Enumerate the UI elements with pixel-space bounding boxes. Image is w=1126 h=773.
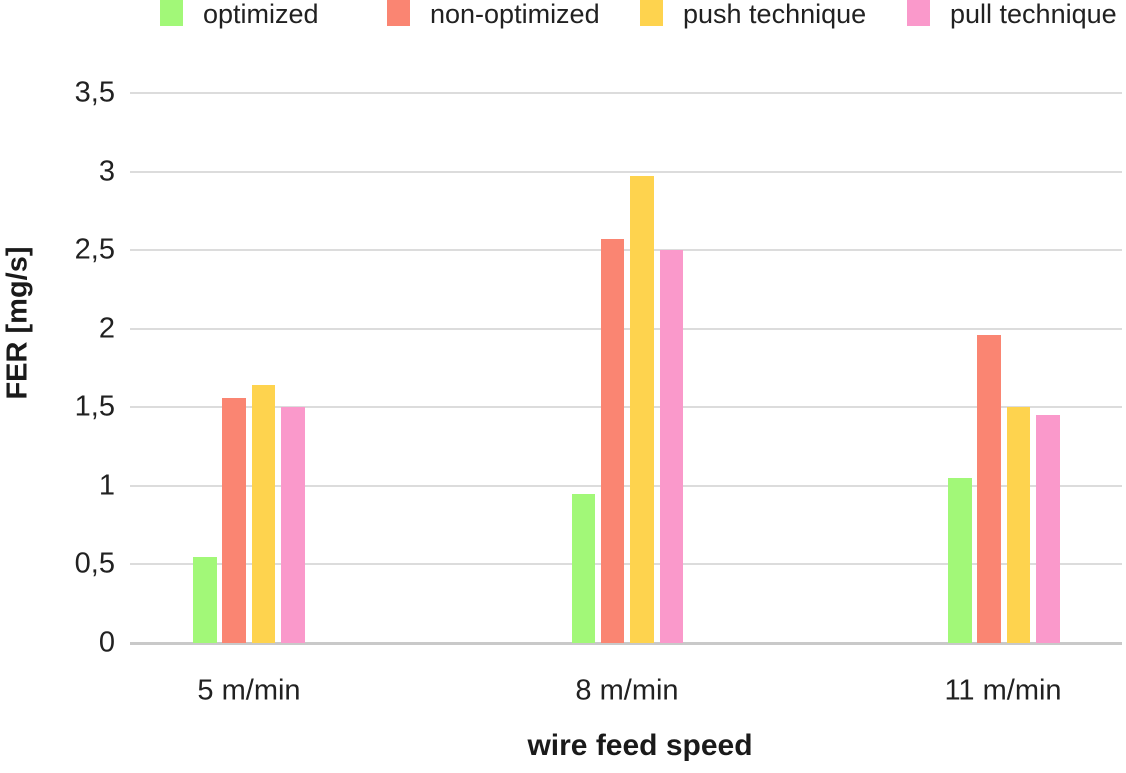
bar-push-technique-5-m-min [251,385,276,643]
y-tick-label-3: 3 [98,155,115,188]
x-axis-title: wire feed speed [527,729,753,762]
chart-legend: optimized non-optimized push technique pull… [0,0,1126,34]
legend-swatch-optimized [160,0,183,26]
bar-optimized-8-m-min [571,493,595,643]
x-axis-line [130,642,1122,645]
bar-non-optimized-5-m-min [222,397,246,643]
legend-swatch-push-technique [640,0,663,26]
bar-non-optimized-8-m-min [600,239,625,643]
bar-optimized-11-m-min [948,478,972,643]
bar-non-optimized-11-m-min [977,335,1001,643]
y-tick-label-0-5: 0,5 [74,547,115,580]
gridline [130,484,1122,487]
legend-item-optimized: optimized [160,0,319,28]
legend-item-push-technique: push technique [640,0,866,28]
gridline [130,170,1122,173]
bar-pull-technique-11-m-min [1036,415,1060,643]
bar-push-technique-11-m-min [1006,407,1031,643]
legend-label-pull-technique: pull technique [950,0,1117,29]
bar-pull-technique-8-m-min [659,250,684,643]
legend-item-pull-technique: pull technique [907,0,1117,28]
gridline [130,92,1122,94]
gridline [130,563,1122,566]
y-tick-label-0: 0 [98,626,115,659]
legend-label-push-technique: push technique [683,0,867,29]
bar-optimized-5-m-min [193,556,217,643]
gridline [130,327,1122,330]
y-tick-label-1-5: 1,5 [74,390,115,423]
legend-label-optimized: optimized [203,0,319,29]
gridline [130,406,1122,409]
legend-item-non-optimized: non-optimized [387,0,600,28]
legend-label-non-optimized: non-optimized [430,0,600,29]
legend-swatch-non-optimized [387,0,410,26]
bar-pull-technique-5-m-min [281,407,305,643]
gridline [130,249,1122,252]
y-tick-label-3-5: 3,5 [74,76,115,109]
y-tick-label-2: 2 [98,312,115,345]
x-tick-label-5-m-min: 5 m/min [197,674,301,707]
bar-push-technique-8-m-min [630,176,654,643]
x-tick-label-8-m-min: 8 m/min [575,674,679,707]
x-tick-label-11-m-min: 11 m/min [944,674,1062,707]
y-tick-label-1: 1 [98,469,115,502]
y-tick-label-2-5: 2,5 [74,233,115,266]
legend-swatch-pull-technique [907,0,930,26]
